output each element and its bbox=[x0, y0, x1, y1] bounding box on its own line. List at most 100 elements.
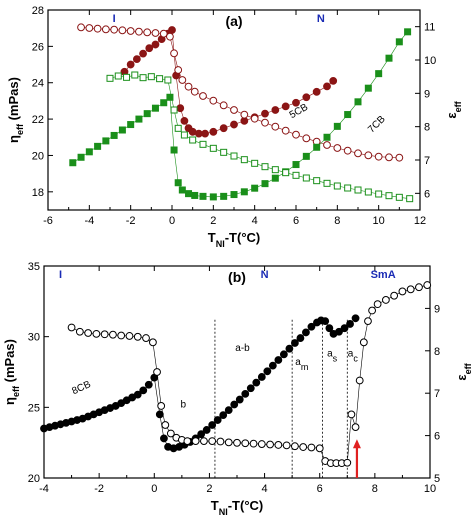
data-point bbox=[135, 115, 143, 123]
data-point bbox=[168, 26, 176, 34]
data-point bbox=[142, 334, 150, 342]
data-point bbox=[385, 54, 393, 62]
data-point bbox=[184, 82, 193, 91]
data-point bbox=[176, 104, 185, 113]
data-point bbox=[143, 110, 151, 118]
panel-label: (a) bbox=[225, 13, 242, 29]
data-point bbox=[240, 188, 248, 196]
y-right-tick-label: 9 bbox=[424, 88, 430, 100]
data-point bbox=[197, 430, 206, 439]
annotation: 8CB bbox=[70, 379, 93, 397]
data-point bbox=[325, 324, 334, 333]
y-left-tick-label: 20 bbox=[32, 150, 44, 162]
x-tick-label: -6 bbox=[43, 215, 53, 227]
data-point bbox=[159, 29, 168, 38]
series-8cb-viscosity bbox=[40, 314, 360, 453]
data-point bbox=[144, 380, 153, 389]
data-point bbox=[209, 193, 217, 201]
data-point bbox=[302, 174, 310, 182]
data-point bbox=[340, 324, 349, 333]
data-point bbox=[125, 332, 134, 340]
data-point bbox=[302, 152, 310, 160]
y-left-tick-label: 26 bbox=[32, 41, 44, 53]
annotation: ac bbox=[348, 348, 359, 363]
data-point bbox=[110, 131, 118, 139]
x-tick-label: -2 bbox=[94, 483, 104, 495]
data-point bbox=[114, 72, 122, 80]
y-left-tick-label: 24 bbox=[32, 78, 44, 90]
x-tick-label: 6 bbox=[293, 215, 299, 227]
data-point bbox=[250, 114, 259, 123]
data-point bbox=[189, 136, 197, 144]
data-point bbox=[170, 106, 178, 114]
data-point bbox=[219, 411, 228, 420]
y-right-axis-label: εeff bbox=[454, 362, 473, 380]
data-point bbox=[166, 32, 174, 41]
data-point bbox=[292, 130, 300, 139]
x-tick-label: 0 bbox=[151, 483, 157, 495]
data-point bbox=[335, 327, 343, 336]
data-point bbox=[94, 142, 102, 150]
data-point bbox=[261, 109, 269, 118]
data-point bbox=[201, 129, 209, 138]
data-point bbox=[149, 338, 157, 347]
data-point bbox=[170, 146, 178, 154]
y-left-tick-label: 30 bbox=[28, 332, 40, 344]
data-point bbox=[84, 329, 93, 337]
x-tick-label: 12 bbox=[414, 215, 426, 227]
data-point bbox=[143, 28, 152, 37]
data-point bbox=[307, 443, 316, 452]
y-left-tick-label: 35 bbox=[28, 261, 40, 273]
data-point bbox=[230, 191, 238, 199]
data-point bbox=[261, 118, 269, 127]
data-point bbox=[199, 92, 207, 100]
data-point bbox=[321, 317, 330, 326]
data-point bbox=[219, 101, 228, 110]
data-point bbox=[266, 440, 274, 449]
data-point bbox=[166, 93, 174, 101]
data-point bbox=[209, 144, 217, 152]
data-point bbox=[157, 402, 166, 410]
data-point bbox=[145, 44, 154, 53]
data-point bbox=[164, 76, 172, 84]
data-point bbox=[118, 26, 127, 35]
data-point bbox=[354, 98, 362, 106]
annotation: b bbox=[180, 399, 186, 410]
y-right-tick-label: 5 bbox=[434, 473, 440, 485]
data-point bbox=[261, 180, 269, 188]
data-point bbox=[292, 161, 300, 169]
arrow-head bbox=[352, 439, 361, 449]
annotation: am bbox=[295, 357, 308, 372]
x-tick-label: 4 bbox=[262, 483, 268, 495]
data-point bbox=[180, 117, 189, 125]
data-point bbox=[375, 70, 383, 78]
data-point bbox=[240, 156, 248, 164]
data-point bbox=[216, 437, 225, 446]
series-7cb-dielectric bbox=[106, 71, 414, 203]
data-point bbox=[374, 152, 383, 161]
data-point bbox=[100, 330, 109, 339]
data-point bbox=[406, 285, 415, 294]
series-line bbox=[43, 318, 356, 449]
data-point bbox=[346, 320, 354, 328]
data-point bbox=[106, 74, 114, 82]
data-point bbox=[160, 434, 168, 443]
data-point bbox=[202, 426, 211, 434]
data-point bbox=[110, 25, 119, 34]
data-point bbox=[268, 361, 277, 370]
y-left-tick-label: 20 bbox=[28, 473, 40, 485]
data-point bbox=[251, 159, 259, 167]
data-point bbox=[364, 188, 372, 196]
y-left-axis-label: ηeff (mPas) bbox=[6, 77, 25, 143]
x-tick-label: 4 bbox=[252, 215, 258, 227]
data-point bbox=[92, 329, 101, 338]
x-tick-label: 2 bbox=[206, 483, 212, 495]
y-left-tick-label: 25 bbox=[28, 402, 40, 414]
data-point bbox=[191, 437, 200, 446]
data-point bbox=[191, 191, 199, 199]
data-point bbox=[274, 441, 283, 449]
data-point bbox=[364, 151, 373, 160]
data-point bbox=[344, 111, 352, 119]
data-point bbox=[190, 87, 199, 96]
data-point bbox=[126, 60, 135, 69]
